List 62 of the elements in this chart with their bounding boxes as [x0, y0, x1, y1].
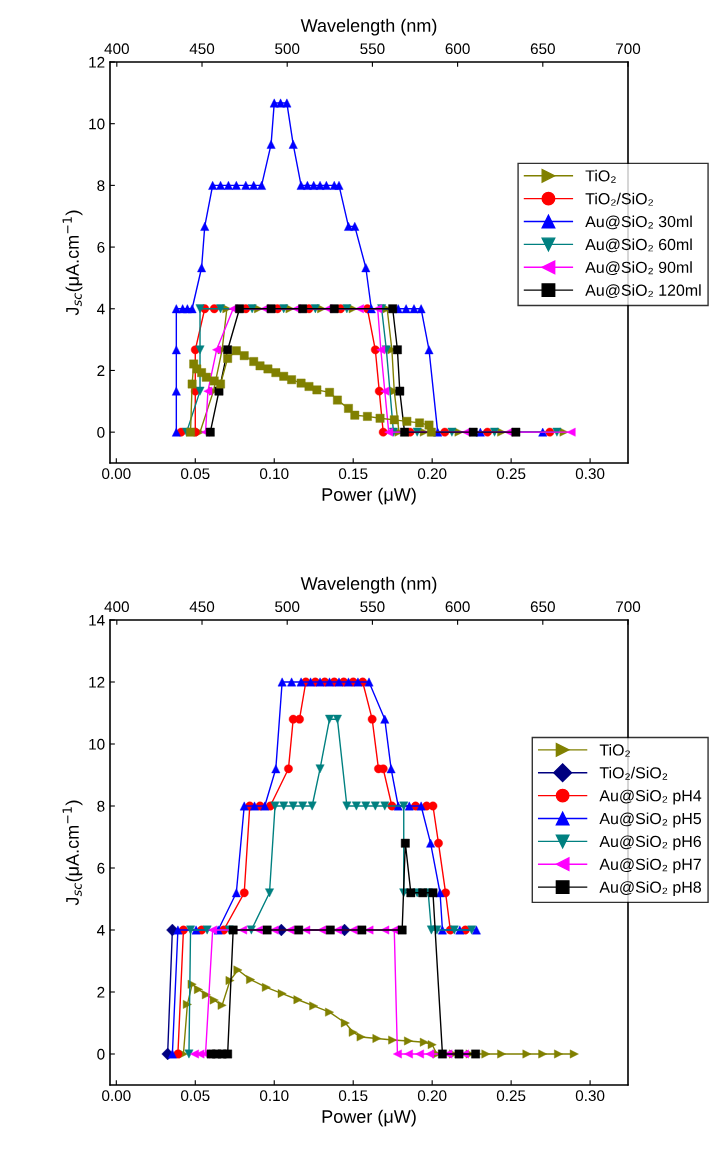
legend-label: Au@SiO₂ 90ml	[585, 261, 692, 276]
x-tick-label: 0.05	[181, 1090, 210, 1102]
x2-tick-label: 650	[530, 601, 555, 613]
x2-tick-label: 600	[445, 43, 470, 55]
x-tick-label: 0.15	[338, 1090, 368, 1102]
legend-label: Au@SiO₂ pH7	[599, 858, 701, 874]
legend-label: Au@SiO₂ pH4	[599, 789, 702, 805]
x-tick-label: 0.05	[181, 468, 210, 480]
x-tick-label: 0.20	[417, 1090, 447, 1102]
y-tick-label: 0	[97, 427, 105, 438]
x2-tick-label: 500	[275, 601, 300, 613]
x-tick-label: 0.10	[259, 1090, 289, 1102]
legend-label: Au@SiO₂ 30ml	[585, 215, 692, 230]
y-tick-label: 10	[89, 738, 105, 750]
legend-label: TiO₂/SiO₂	[599, 766, 668, 780]
x2-tick-label: 450	[189, 601, 215, 613]
legend-label: TiO₂/SiO₂	[585, 192, 653, 206]
x-tick-label: 0.20	[417, 468, 447, 480]
y-tick-label: 4	[96, 303, 105, 315]
x2-tick-label: 550	[360, 43, 385, 55]
y-axis-title: J$_{sc}$(μA.cm$^{−1}$)	[62, 210, 83, 316]
x-axis-title: Power (μW)	[322, 1109, 416, 1127]
legend-label: Au@SiO₂ 120ml	[585, 284, 701, 298]
x2-axis-title: Wavelength (nm)	[300, 576, 437, 594]
x-tick-label: 0.15	[338, 468, 368, 480]
legend-label: Au@SiO₂ pH5	[599, 812, 702, 828]
y-tick-label: 0	[97, 1048, 105, 1060]
y-tick-label: 6	[97, 241, 105, 253]
y-tick-label: 12	[89, 676, 105, 688]
y-tick-label: 4	[96, 925, 105, 936]
x2-tick-label: 700	[616, 43, 641, 55]
legend-label: Au@SiO₂ pH6	[599, 835, 701, 851]
x-tick-label: 0.00	[102, 468, 131, 480]
y-tick-label: 14	[89, 615, 105, 626]
y-tick-label: 6	[97, 862, 105, 874]
x-tick-label: 0.25	[496, 1090, 526, 1102]
x2-tick-label: 700	[616, 601, 641, 613]
x2-tick-label: 600	[445, 601, 470, 613]
x2-tick-label: 500	[275, 43, 300, 55]
x-tick-label: 0.10	[259, 468, 289, 480]
x2-tick-label: 400	[104, 601, 129, 613]
legend-label: Au@SiO₂ 60ml	[585, 238, 692, 253]
y-tick-label: 8	[97, 800, 105, 812]
y-tick-label: 12	[89, 56, 105, 68]
x-tick-label: 0.30	[575, 468, 605, 480]
legend-label: TiO₂	[585, 169, 616, 183]
x2-axis-title: Wavelength (nm)	[300, 18, 437, 36]
x-axis-title: Power (μW)	[322, 487, 416, 505]
y-tick-label: 2	[97, 986, 105, 998]
x-tick-label: 0.25	[496, 468, 526, 480]
x-tick-label: 0.30	[575, 1090, 605, 1102]
y-axis-title: J$_{sc}$(μA.cm$^{−1}$)	[62, 800, 83, 906]
x2-tick-label: 450	[189, 43, 215, 55]
x2-tick-label: 400	[104, 43, 129, 55]
x-tick-label: 0.00	[102, 1090, 131, 1102]
legend-label: TiO₂	[599, 743, 630, 757]
y-tick-label: 2	[97, 365, 105, 376]
x2-tick-label: 550	[360, 601, 385, 613]
y-tick-label: 10	[89, 118, 105, 130]
x2-tick-label: 650	[530, 43, 555, 55]
y-tick-label: 8	[97, 180, 105, 192]
legend-label: Au@SiO₂ pH8	[599, 881, 701, 897]
